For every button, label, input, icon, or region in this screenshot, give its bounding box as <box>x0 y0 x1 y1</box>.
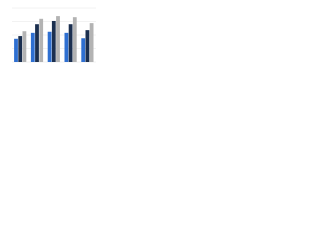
bar <box>30 32 35 62</box>
bar <box>56 16 60 63</box>
bar <box>72 17 77 62</box>
bar <box>22 31 27 62</box>
bar <box>18 36 23 62</box>
bar <box>47 31 52 62</box>
chart <box>12 7 96 63</box>
bar <box>85 30 90 62</box>
bar <box>64 32 69 62</box>
bar <box>35 24 39 62</box>
bar <box>14 38 18 62</box>
bar <box>89 23 94 62</box>
page: {"chart_data": {"type": "bar", "categori… <box>0 0 100 71</box>
bar <box>39 18 44 62</box>
bar <box>51 20 56 62</box>
bar <box>68 24 73 62</box>
bar <box>81 38 86 62</box>
